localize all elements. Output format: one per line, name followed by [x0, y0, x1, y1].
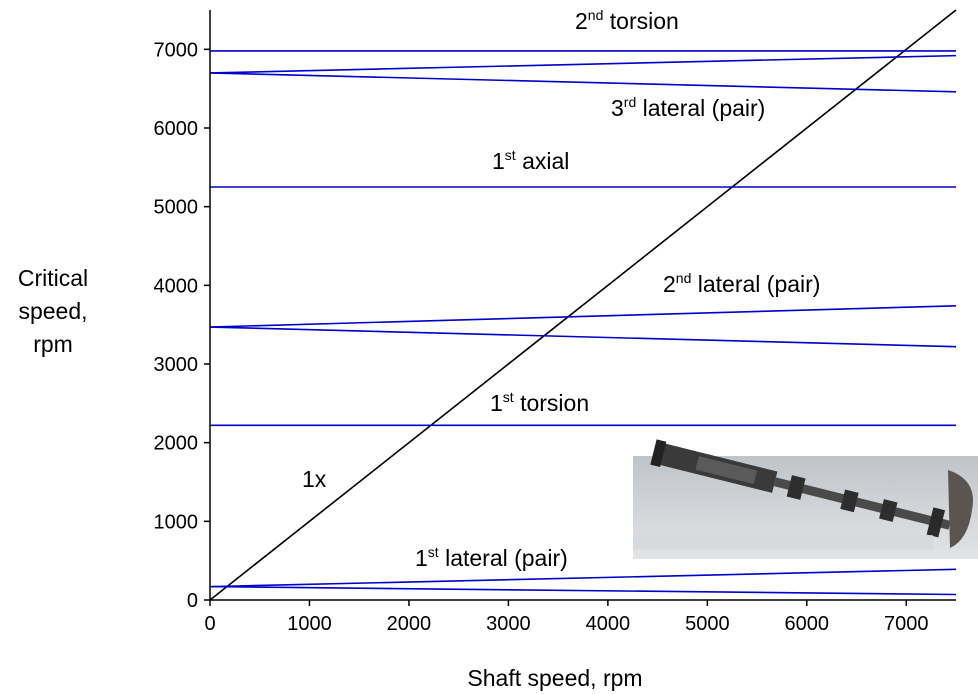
annotation-text: 1	[490, 390, 503, 416]
annotation: 3rd lateral (pair)	[611, 94, 765, 121]
x-tick-label: 3000	[486, 613, 531, 635]
annotation-text: lateral (pair)	[691, 271, 820, 297]
annotation-text: 3	[611, 95, 624, 121]
y-tick-label: 2000	[154, 433, 199, 455]
series-line	[210, 587, 956, 595]
annotation-text: lateral (pair)	[636, 95, 765, 121]
annotation-sup: nd	[676, 270, 692, 286]
annotation: 1x	[302, 466, 327, 492]
annotation-text: torsion	[514, 390, 589, 416]
annotation-text: torsion	[603, 8, 678, 34]
y-tick-label: 3000	[154, 354, 199, 376]
series-line	[210, 73, 956, 92]
x-axis-label: Shaft speed, rpm	[467, 665, 642, 691]
annotation-text: 2	[663, 271, 676, 297]
chart: 0 1000 2000 3000 4000 5000 6000 7000 0 1000 2000 30…	[0, 0, 978, 694]
annotation-text: lateral (pair)	[439, 545, 568, 571]
series-line	[210, 306, 956, 327]
x-tick-label: 6000	[785, 613, 830, 635]
x-tick-label: 5000	[685, 613, 730, 635]
series-line	[210, 327, 956, 347]
y-tick-label: 4000	[154, 275, 199, 297]
annotation: 2nd lateral (pair)	[663, 270, 820, 297]
annotation: 2nd torsion	[575, 7, 679, 34]
y-tick-label: 7000	[154, 39, 199, 61]
annotation-sup: nd	[588, 7, 604, 23]
annotation-sup: st	[503, 389, 514, 405]
annotation-sup: st	[428, 544, 439, 560]
y-tick-label: 1000	[154, 511, 199, 533]
annotation: 1st axial	[492, 147, 569, 174]
y-axis-label: rpm	[33, 331, 73, 357]
annotation-text: 1	[415, 545, 428, 571]
x-tick-label: 0	[204, 613, 215, 635]
x-tick-label: 1000	[287, 613, 332, 635]
annotation-sup: rd	[624, 94, 636, 110]
series-line	[210, 569, 956, 586]
y-axis-label: speed,	[18, 298, 87, 324]
y-tick-label: 0	[187, 590, 198, 612]
x-tick-label: 7000	[884, 613, 929, 635]
shaft-image	[633, 438, 978, 559]
annotation: 1st torsion	[490, 389, 589, 416]
y-tick-label: 6000	[154, 118, 199, 140]
y-tick-label: 5000	[154, 197, 199, 219]
annotation-text: 1	[492, 148, 505, 174]
annotation-sup: st	[505, 147, 516, 163]
annotation: 1st lateral (pair)	[415, 544, 568, 571]
x-tick-label: 2000	[387, 613, 432, 635]
x-tick-label: 4000	[586, 613, 631, 635]
annotation-text: 2	[575, 8, 588, 34]
y-axis-label: Critical	[18, 265, 88, 291]
annotation-text: axial	[516, 148, 570, 174]
series-line	[210, 56, 956, 73]
